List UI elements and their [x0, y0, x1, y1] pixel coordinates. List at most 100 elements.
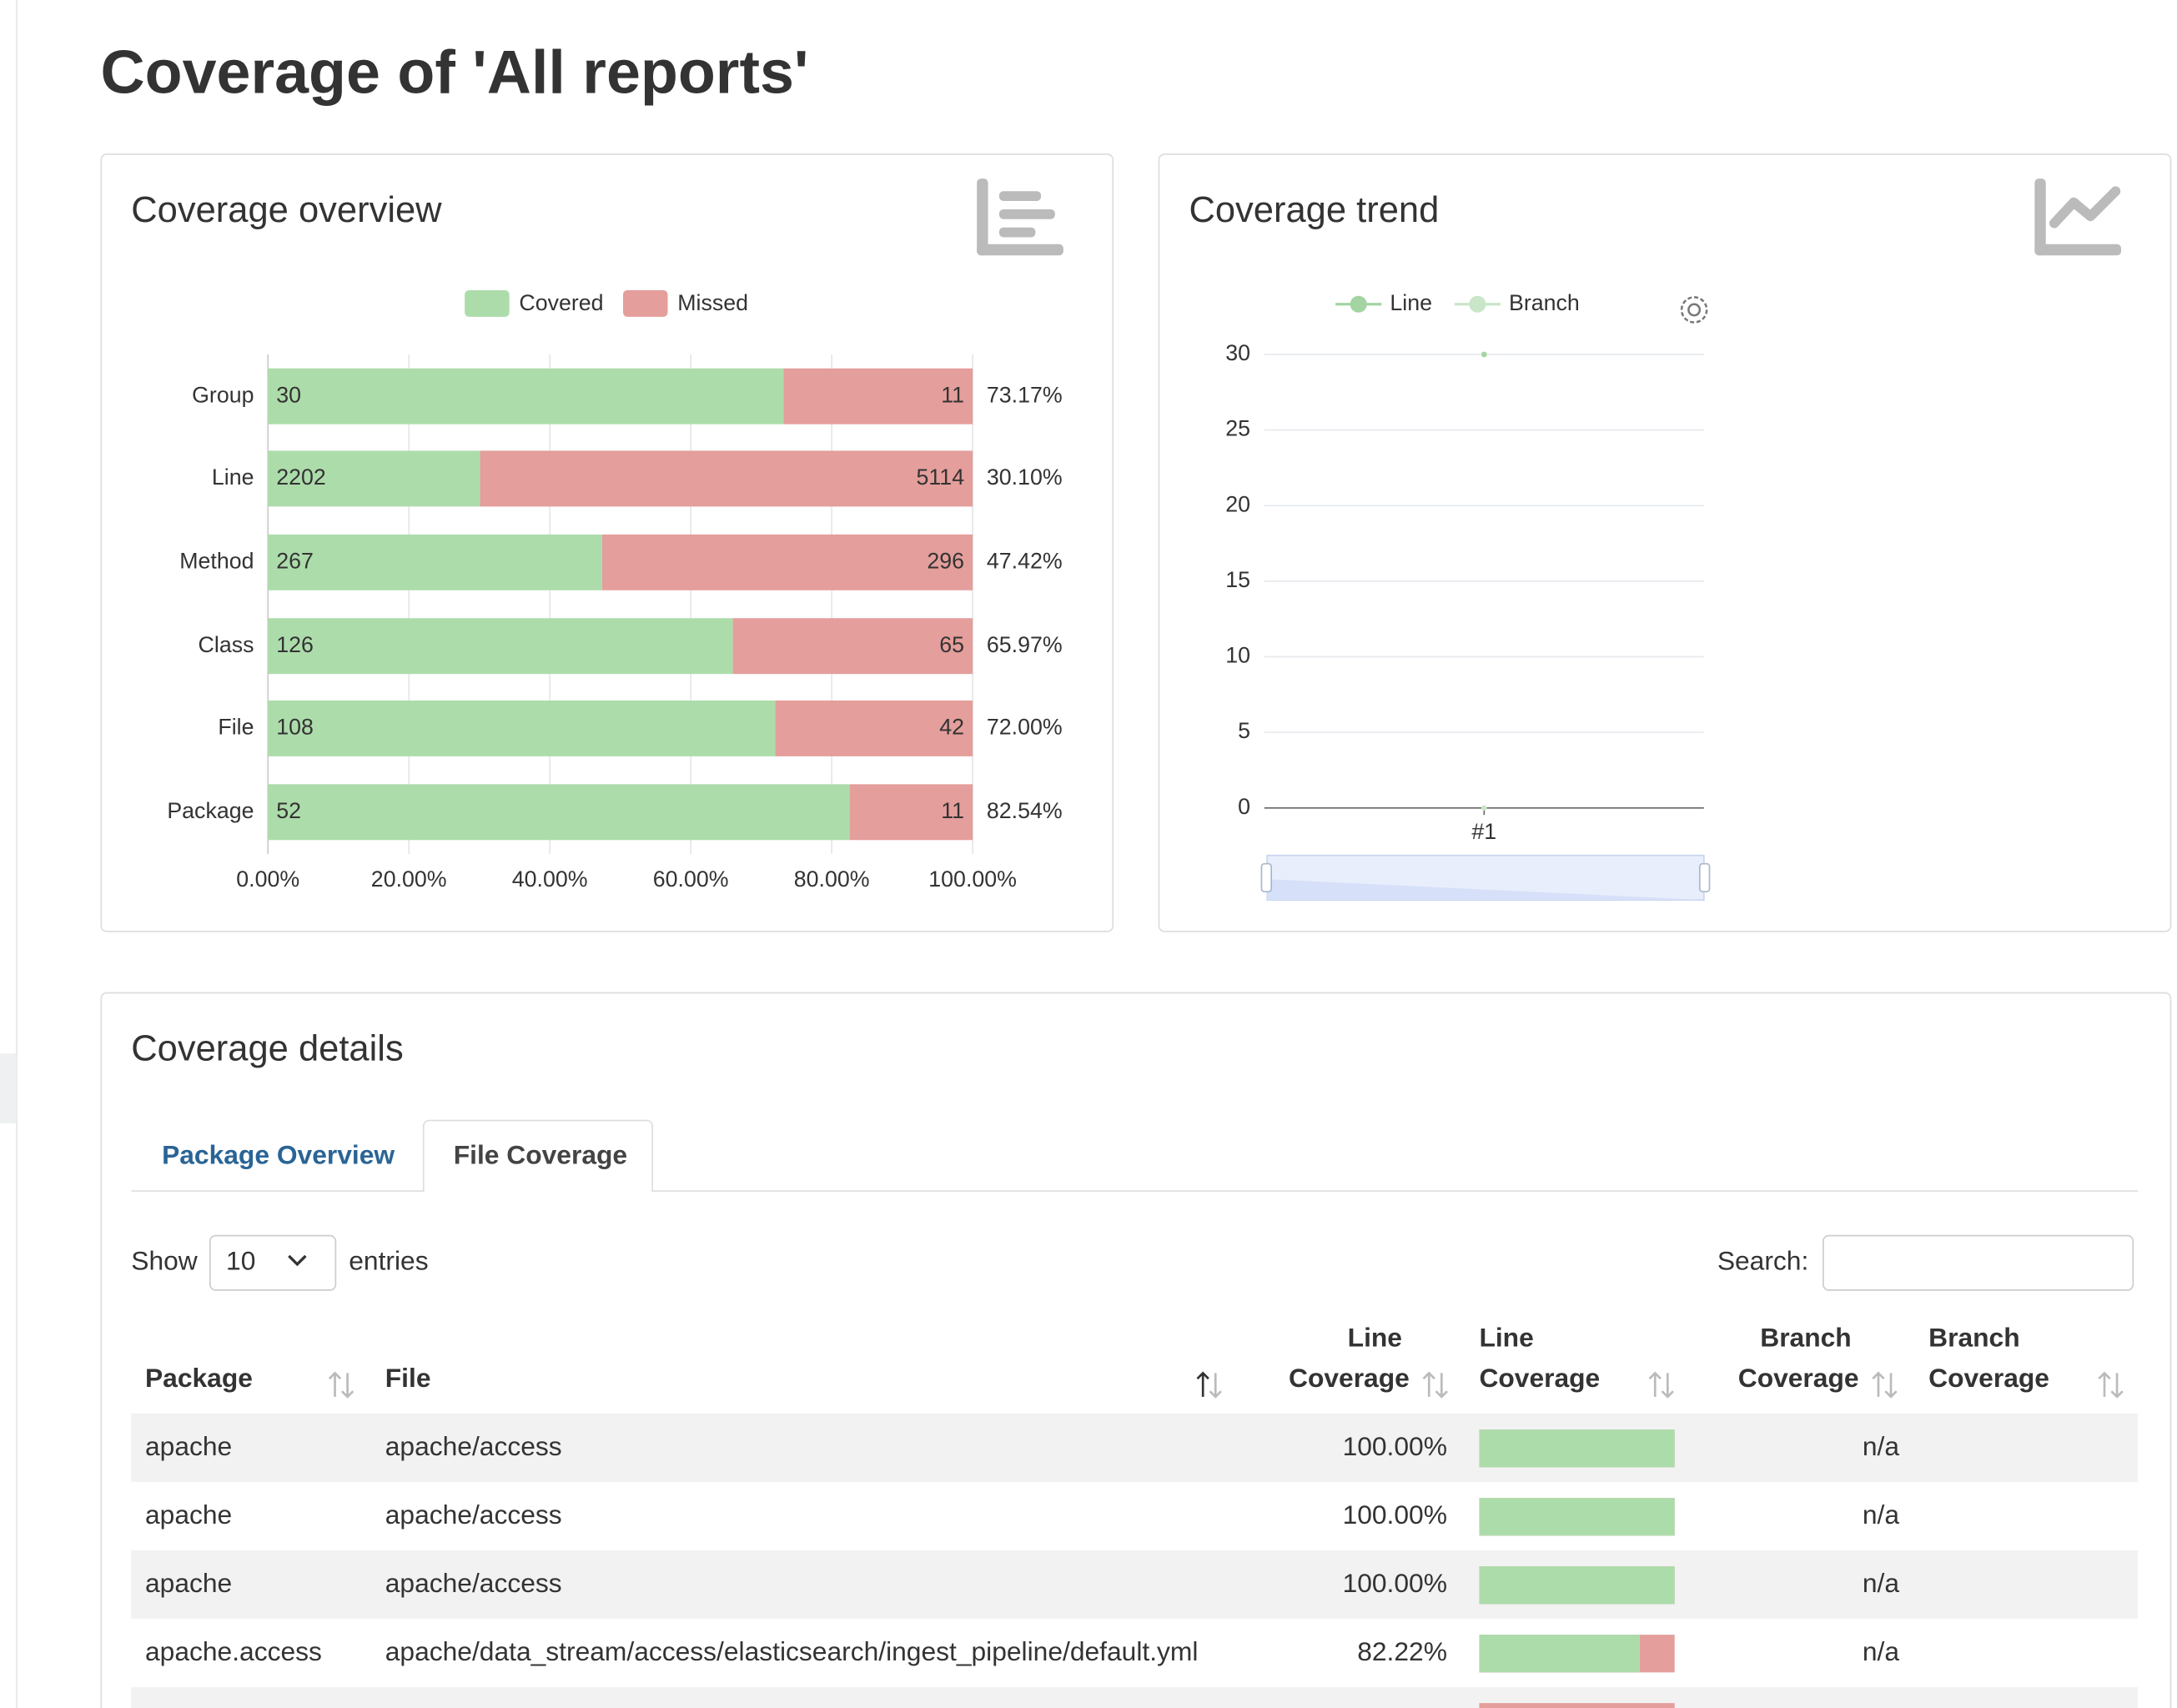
cell: 100.00% [1343, 1500, 1447, 1530]
y-tick-label: File [218, 714, 254, 739]
sort-icon[interactable] [1872, 1371, 1898, 1399]
legend-marker [1350, 295, 1367, 313]
cell: apache/access [385, 1500, 562, 1530]
bar-chart-icon [977, 178, 1063, 256]
legend-marker [1469, 295, 1486, 313]
x-tick-label: 60.00% [653, 867, 729, 892]
cell: n/a [1863, 1705, 1899, 1708]
cell: 82.22% [1357, 1636, 1447, 1666]
cell: 100.00% [1343, 1431, 1447, 1461]
cell: apache/access [385, 1568, 562, 1598]
data-label: 11 [941, 382, 964, 407]
coverage-bar [1479, 1429, 1675, 1468]
data-label: 30 [276, 382, 301, 407]
coverage-bar [1479, 1566, 1675, 1605]
y-tick-label: Line [212, 465, 254, 490]
x-tick-label: 0.00% [236, 867, 299, 892]
cell: 100.00% [1343, 1568, 1447, 1598]
x-tick-label: 20.00% [371, 867, 447, 892]
sort-icon[interactable] [1422, 1371, 1448, 1399]
cell: apache [145, 1431, 232, 1461]
search-input[interactable] [1823, 1234, 2134, 1291]
cell: apache/data_stream/access/elasticsearch/… [385, 1636, 1199, 1666]
x-tick-label: 80.00% [794, 867, 870, 892]
cell: apache [145, 1500, 232, 1530]
column-header[interactable]: Branch Coverage [1928, 1323, 2049, 1394]
x-tick-label: #1 [1471, 819, 1496, 844]
tab[interactable]: Package Overview [162, 1139, 395, 1169]
show-label: Show [131, 1246, 199, 1276]
y-tick-label: 15 [1225, 567, 1250, 592]
column-header[interactable]: Package [145, 1363, 253, 1393]
coverage-bar [1479, 1635, 1641, 1673]
bar-segment [268, 784, 850, 841]
column-header[interactable]: File [385, 1363, 431, 1393]
coverage-label: 73.17% [987, 382, 1063, 407]
x-tick-label: 40.00% [512, 867, 588, 892]
data-label: 42 [939, 714, 964, 739]
bar-segment [268, 700, 776, 756]
cell: 0.00% [1372, 1705, 1447, 1708]
cell: apache/access [385, 1431, 562, 1461]
bar-segment [732, 618, 973, 675]
coverage-bar [1479, 1498, 1675, 1536]
cell: n/a [1863, 1636, 1899, 1666]
cell: n/a [1863, 1568, 1899, 1598]
select-arrow [288, 1254, 307, 1267]
legend-label: Missed [677, 290, 748, 315]
search-label: Search: [1717, 1246, 1808, 1276]
cell: n/a [1863, 1431, 1899, 1461]
bar-segment [480, 450, 973, 507]
data-label: 65 [939, 632, 964, 657]
line-point [1481, 805, 1487, 811]
y-tick-label: Group [192, 382, 254, 407]
row-stripe [131, 1413, 2139, 1482]
line-point [1481, 351, 1487, 358]
card-title: Coverage overview [131, 190, 442, 230]
entries-value[interactable]: 10 [226, 1246, 255, 1276]
y-tick-label: 25 [1225, 416, 1250, 441]
y-tick-label: 30 [1225, 340, 1250, 365]
line-chart-icon [2034, 178, 2122, 256]
sort-icon[interactable] [328, 1371, 354, 1399]
data-label: 11 [941, 798, 964, 823]
bar-segment [268, 618, 733, 675]
sort-icon[interactable] [1648, 1371, 1674, 1399]
bar-segment [268, 368, 784, 424]
bar-segment [775, 700, 973, 756]
coverage-label: 47.42% [987, 548, 1063, 573]
bar-segment [783, 368, 973, 424]
bar-segment [601, 534, 973, 590]
y-tick-label: Class [199, 632, 254, 657]
column-header[interactable]: Line Coverage [1289, 1323, 1410, 1394]
sort-icon[interactable] [1196, 1371, 1222, 1399]
zoom-slider[interactable] [1260, 854, 1711, 902]
tab[interactable]: File Coverage [454, 1139, 627, 1169]
legend-swatch [465, 290, 510, 317]
y-tick-label: 0 [1238, 794, 1250, 819]
column-header[interactable]: Branch Coverage [1738, 1323, 1859, 1394]
active-tab[interactable] [422, 1119, 653, 1192]
entries-label: entries [349, 1246, 428, 1276]
cell: apache.access [145, 1636, 322, 1666]
settings-icon[interactable] [1680, 296, 1708, 324]
sort-icon[interactable] [2098, 1371, 2124, 1399]
data-label: 126 [276, 632, 314, 657]
data-label: 2202 [276, 465, 326, 490]
legend-label: Line [1390, 290, 1432, 315]
cell: n/a [1863, 1500, 1899, 1530]
entries-select[interactable] [209, 1234, 337, 1291]
y-tick-label: Method [179, 548, 254, 573]
x-tick-label: 100.00% [928, 867, 1017, 892]
legend-label: Covered [519, 290, 603, 315]
data-label: 52 [276, 798, 301, 823]
coverage-label: 82.54% [987, 798, 1063, 823]
row-stripe [131, 1686, 2139, 1708]
row-stripe [131, 1550, 2139, 1619]
y-tick-label: 20 [1225, 491, 1250, 516]
card [1158, 153, 2172, 932]
legend-label: Branch [1509, 290, 1580, 315]
column-header[interactable]: Line Coverage [1479, 1323, 1600, 1394]
y-tick-label: 5 [1238, 718, 1250, 743]
